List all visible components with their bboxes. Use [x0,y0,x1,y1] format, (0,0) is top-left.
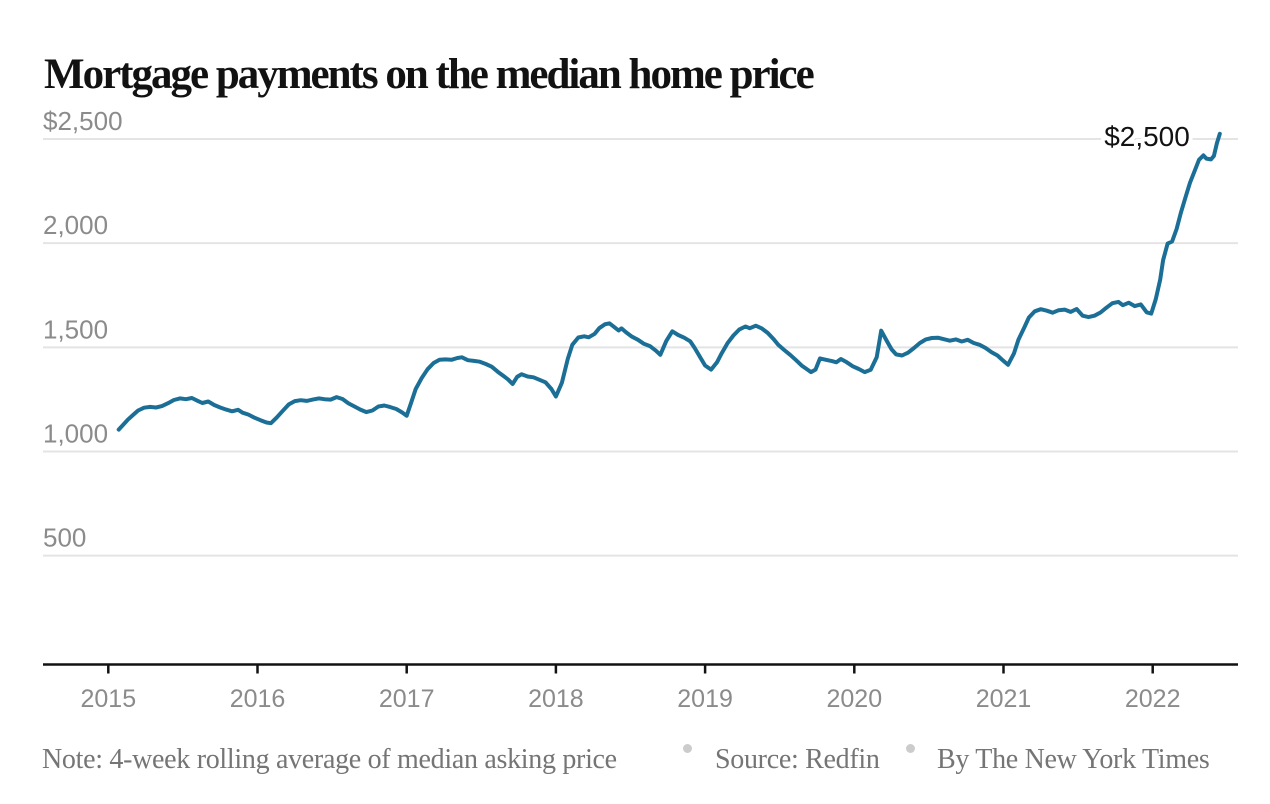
x-axis-label: 2017 [379,685,435,713]
y-axis-label: 1,500 [43,314,108,344]
y-axis-label: 1,000 [43,419,108,449]
y-axis-label: 500 [43,523,86,553]
data-line [116,131,1222,432]
byline-text: By The New York Times [937,744,1210,775]
chart-title: Mortgage payments on the median home pri… [44,50,815,98]
x-axis-label: 2018 [528,685,584,713]
x-axis-label: 2015 [80,685,136,713]
x-axis-label: 2021 [976,685,1032,713]
end-value-annotation: $2,500 [1104,121,1190,152]
y-axis-label: $2,500 [43,106,123,136]
x-axis-label: 2020 [826,685,882,713]
chart-footer: Note: 4-week rolling average of median a… [0,744,1270,784]
x-axis-label: 2022 [1125,685,1181,713]
separator-dot-icon [683,744,692,753]
x-axis-label: 2019 [677,685,733,713]
source-text: Source: Redfin [715,744,880,775]
x-axis-label: 2016 [230,685,286,713]
separator-dot-icon [906,744,915,753]
y-axis-label: 2,000 [43,210,108,240]
note-text: Note: 4-week rolling average of median a… [42,744,617,775]
